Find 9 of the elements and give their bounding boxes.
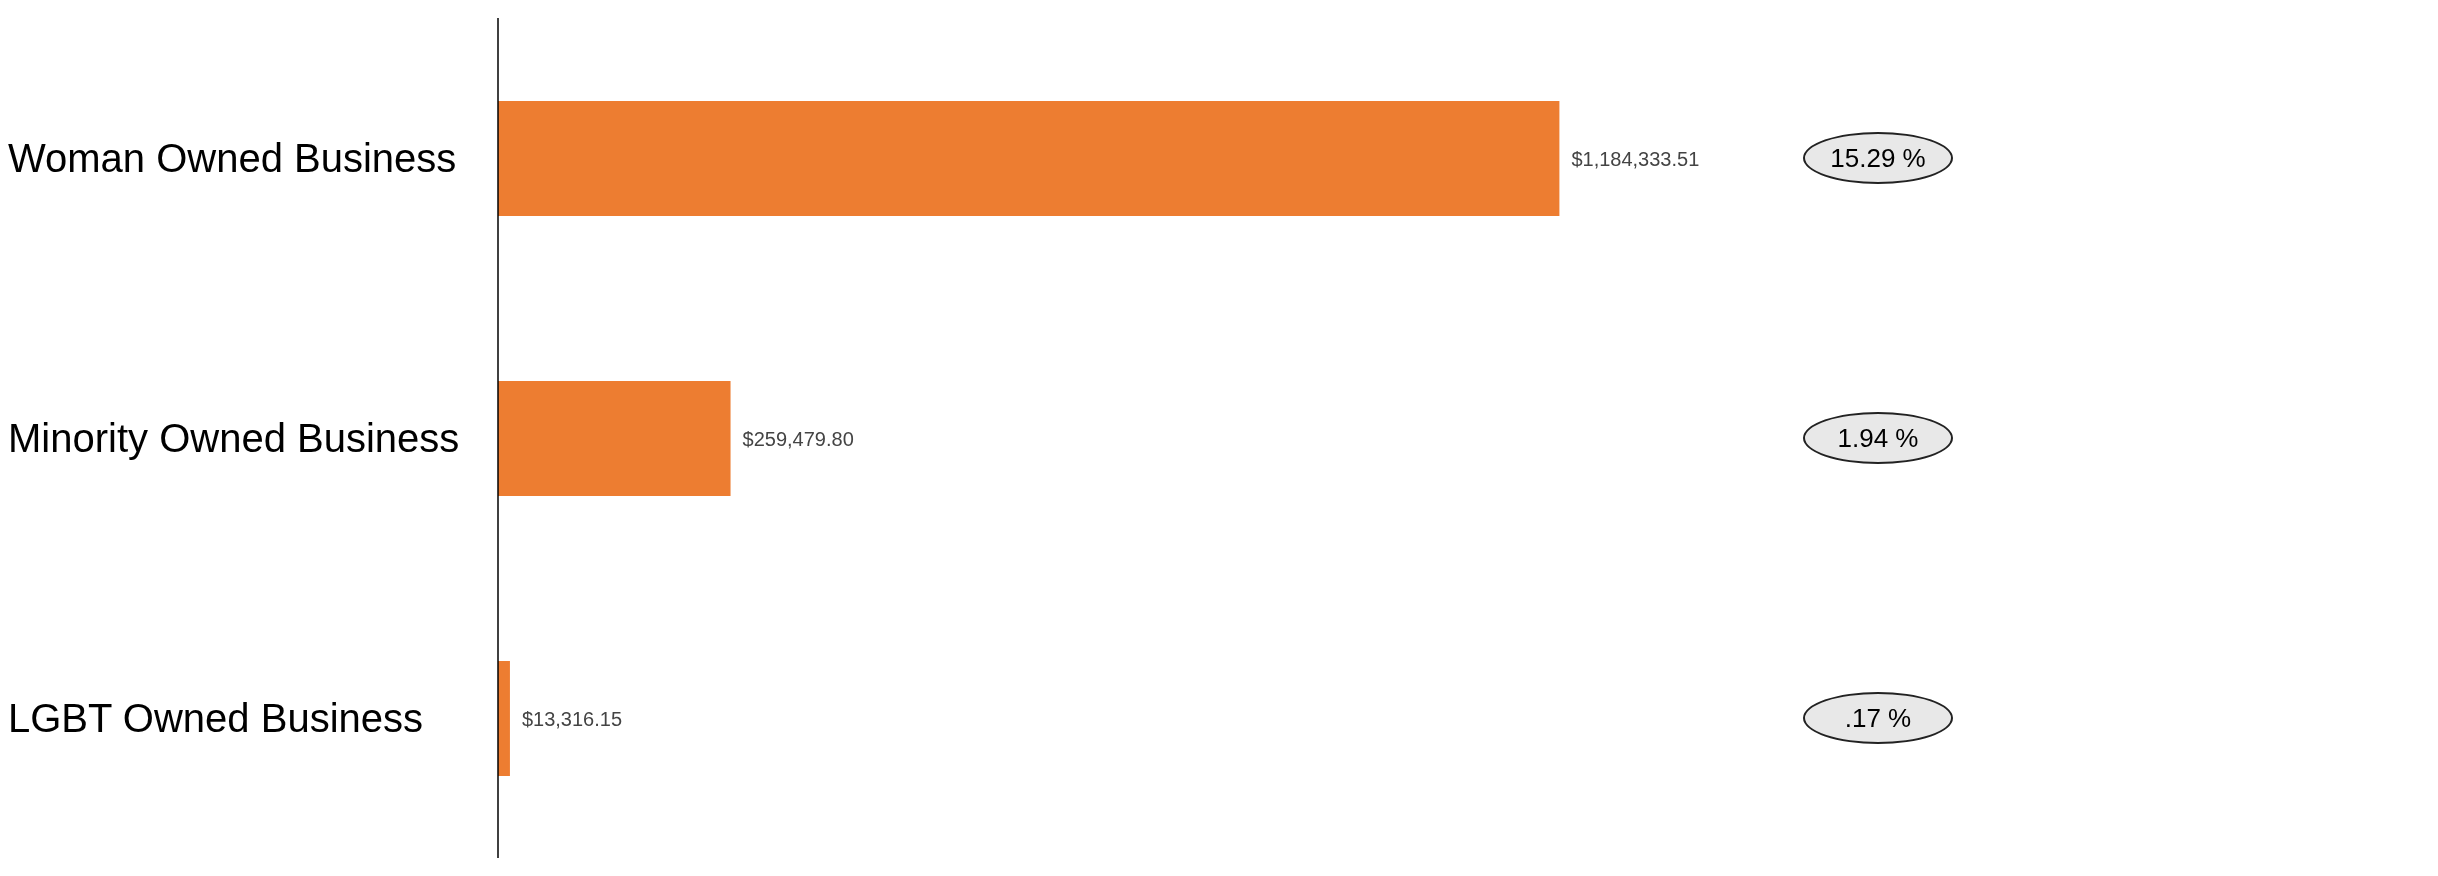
data-label: $259,479.80 [742, 427, 854, 450]
data-label: $1,184,333.51 [1571, 147, 1700, 170]
text: 15.29 % [1803, 132, 1953, 184]
text: .17 % [1803, 692, 1953, 744]
y-tick-label: Woman Owned Business [8, 136, 457, 181]
data-label: $13,316.15 [521, 707, 623, 730]
text: 1.94 % [1803, 412, 1953, 464]
y-tick-label: LGBT Owned Business [8, 696, 424, 741]
y-tick-label: Minority Owned Business [8, 416, 460, 461]
